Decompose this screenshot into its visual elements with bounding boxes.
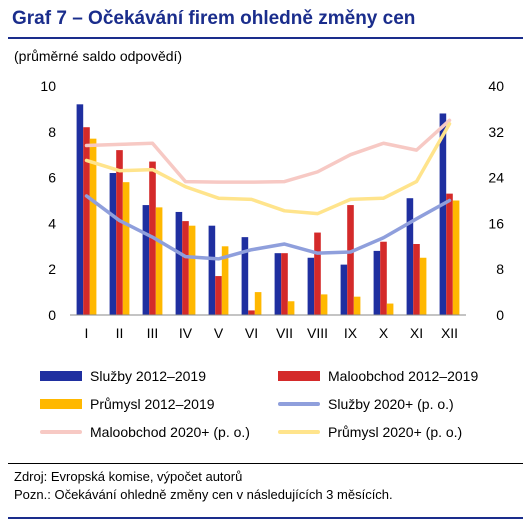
bar <box>281 253 288 315</box>
y-right-tick-label: 16 <box>488 215 504 231</box>
x-tick-label: VIII <box>307 325 328 341</box>
x-tick-label: XI <box>410 325 423 341</box>
legend-item-sluzby-bar: Služby 2012–2019 <box>40 368 206 384</box>
y-left-tick-label: 0 <box>48 307 56 323</box>
legend-item-maloobchod-bar: Maloobchod 2012–2019 <box>278 368 478 384</box>
bar <box>406 198 414 315</box>
series-line <box>84 194 452 261</box>
bar <box>347 205 354 315</box>
y-right-tick-label: 40 <box>488 78 504 94</box>
legend-label-sluzby-bar: Služby 2012–2019 <box>90 368 206 384</box>
x-tick-label: IX <box>344 325 358 341</box>
source-note: Zdroj: Evropská komise, výpočet autorů <box>14 469 243 484</box>
legend-label-maloobchod-line: Maloobchod 2020+ (p. o.) <box>90 424 250 440</box>
y-left-tick-label: 10 <box>40 78 56 94</box>
legend: Služby 2012–2019 Maloobchod 2012–2019 Pr… <box>40 368 510 452</box>
footnote: Pozn.: Očekávání ohledně změny cen v nás… <box>14 487 393 502</box>
legend-label-prumysl-bar: Průmysl 2012–2019 <box>90 396 215 412</box>
bar <box>155 207 163 315</box>
chart-subtitle: (průměrné saldo odpovědí) <box>14 48 183 64</box>
bar <box>182 221 189 315</box>
bar <box>221 246 229 315</box>
x-tick-label: VI <box>245 325 258 341</box>
bar <box>142 205 150 315</box>
legend-item-maloobchod-line: Maloobchod 2020+ (p. o.) <box>40 424 250 440</box>
series-line <box>84 122 452 216</box>
bar <box>76 104 84 315</box>
legend-swatch-prumysl-line <box>278 430 320 434</box>
x-tick-label: IV <box>179 325 193 341</box>
bar <box>353 296 361 315</box>
bar <box>188 225 196 315</box>
bar <box>307 257 315 315</box>
y-left-tick-label: 6 <box>48 170 56 186</box>
legend-swatch-maloobchod-bar <box>278 371 320 381</box>
bar <box>287 301 295 315</box>
bar <box>83 127 90 315</box>
notes-separator <box>8 463 523 464</box>
x-tick-label: II <box>116 325 124 341</box>
x-tick-label: V <box>214 325 224 341</box>
legend-label-sluzby-line: Služby 2020+ (p. o.) <box>328 396 454 412</box>
y-left-tick-label: 2 <box>48 261 56 277</box>
bar <box>122 182 130 315</box>
y-right-tick-label: 8 <box>496 261 504 277</box>
legend-swatch-sluzby-bar <box>40 371 82 381</box>
legend-swatch-prumysl-bar <box>40 399 82 409</box>
bar <box>452 200 460 315</box>
y-left-tick-label: 4 <box>48 215 56 231</box>
legend-item-prumysl-bar: Průmysl 2012–2019 <box>40 396 215 412</box>
bar <box>248 310 255 315</box>
bar <box>373 250 381 315</box>
bar <box>215 276 222 315</box>
bar <box>413 244 420 315</box>
bar <box>340 264 348 315</box>
series-line <box>84 118 452 184</box>
bar <box>419 257 427 315</box>
x-tick-label: III <box>147 325 159 341</box>
x-tick-label: VII <box>276 325 293 341</box>
legend-item-sluzby-line: Služby 2020+ (p. o.) <box>278 396 454 412</box>
bar <box>208 225 216 315</box>
chart-title: Graf 7 – Očekávání firem ohledně změny c… <box>12 8 416 29</box>
x-tick-label: XII <box>441 325 458 341</box>
bar <box>314 232 321 315</box>
bar <box>109 173 117 315</box>
x-tick-label: I <box>85 325 89 341</box>
bottom-rule <box>8 517 523 519</box>
bar <box>446 193 453 315</box>
bar <box>175 211 183 315</box>
y-right-tick-label: 24 <box>488 170 504 186</box>
bar <box>386 303 394 315</box>
legend-item-prumysl-line: Průmysl 2020+ (p. o.) <box>278 424 462 440</box>
bar <box>439 113 447 315</box>
y-right-tick-label: 32 <box>488 124 504 140</box>
bar <box>116 150 123 315</box>
y-left-tick-label: 8 <box>48 124 56 140</box>
title-rule <box>8 37 523 39</box>
bar <box>380 241 387 315</box>
legend-swatch-maloobchod-line <box>40 430 82 434</box>
bar <box>89 138 97 315</box>
legend-label-prumysl-line: Průmysl 2020+ (p. o.) <box>328 424 463 440</box>
bar <box>241 237 249 315</box>
legend-label-maloobchod-bar: Maloobchod 2012–2019 <box>328 368 479 384</box>
x-tick-label: X <box>379 325 389 341</box>
bar <box>274 253 282 315</box>
bar <box>254 292 262 315</box>
y-right-tick-label: 0 <box>496 307 504 323</box>
bar <box>320 294 328 315</box>
legend-swatch-sluzby-line <box>278 402 320 406</box>
